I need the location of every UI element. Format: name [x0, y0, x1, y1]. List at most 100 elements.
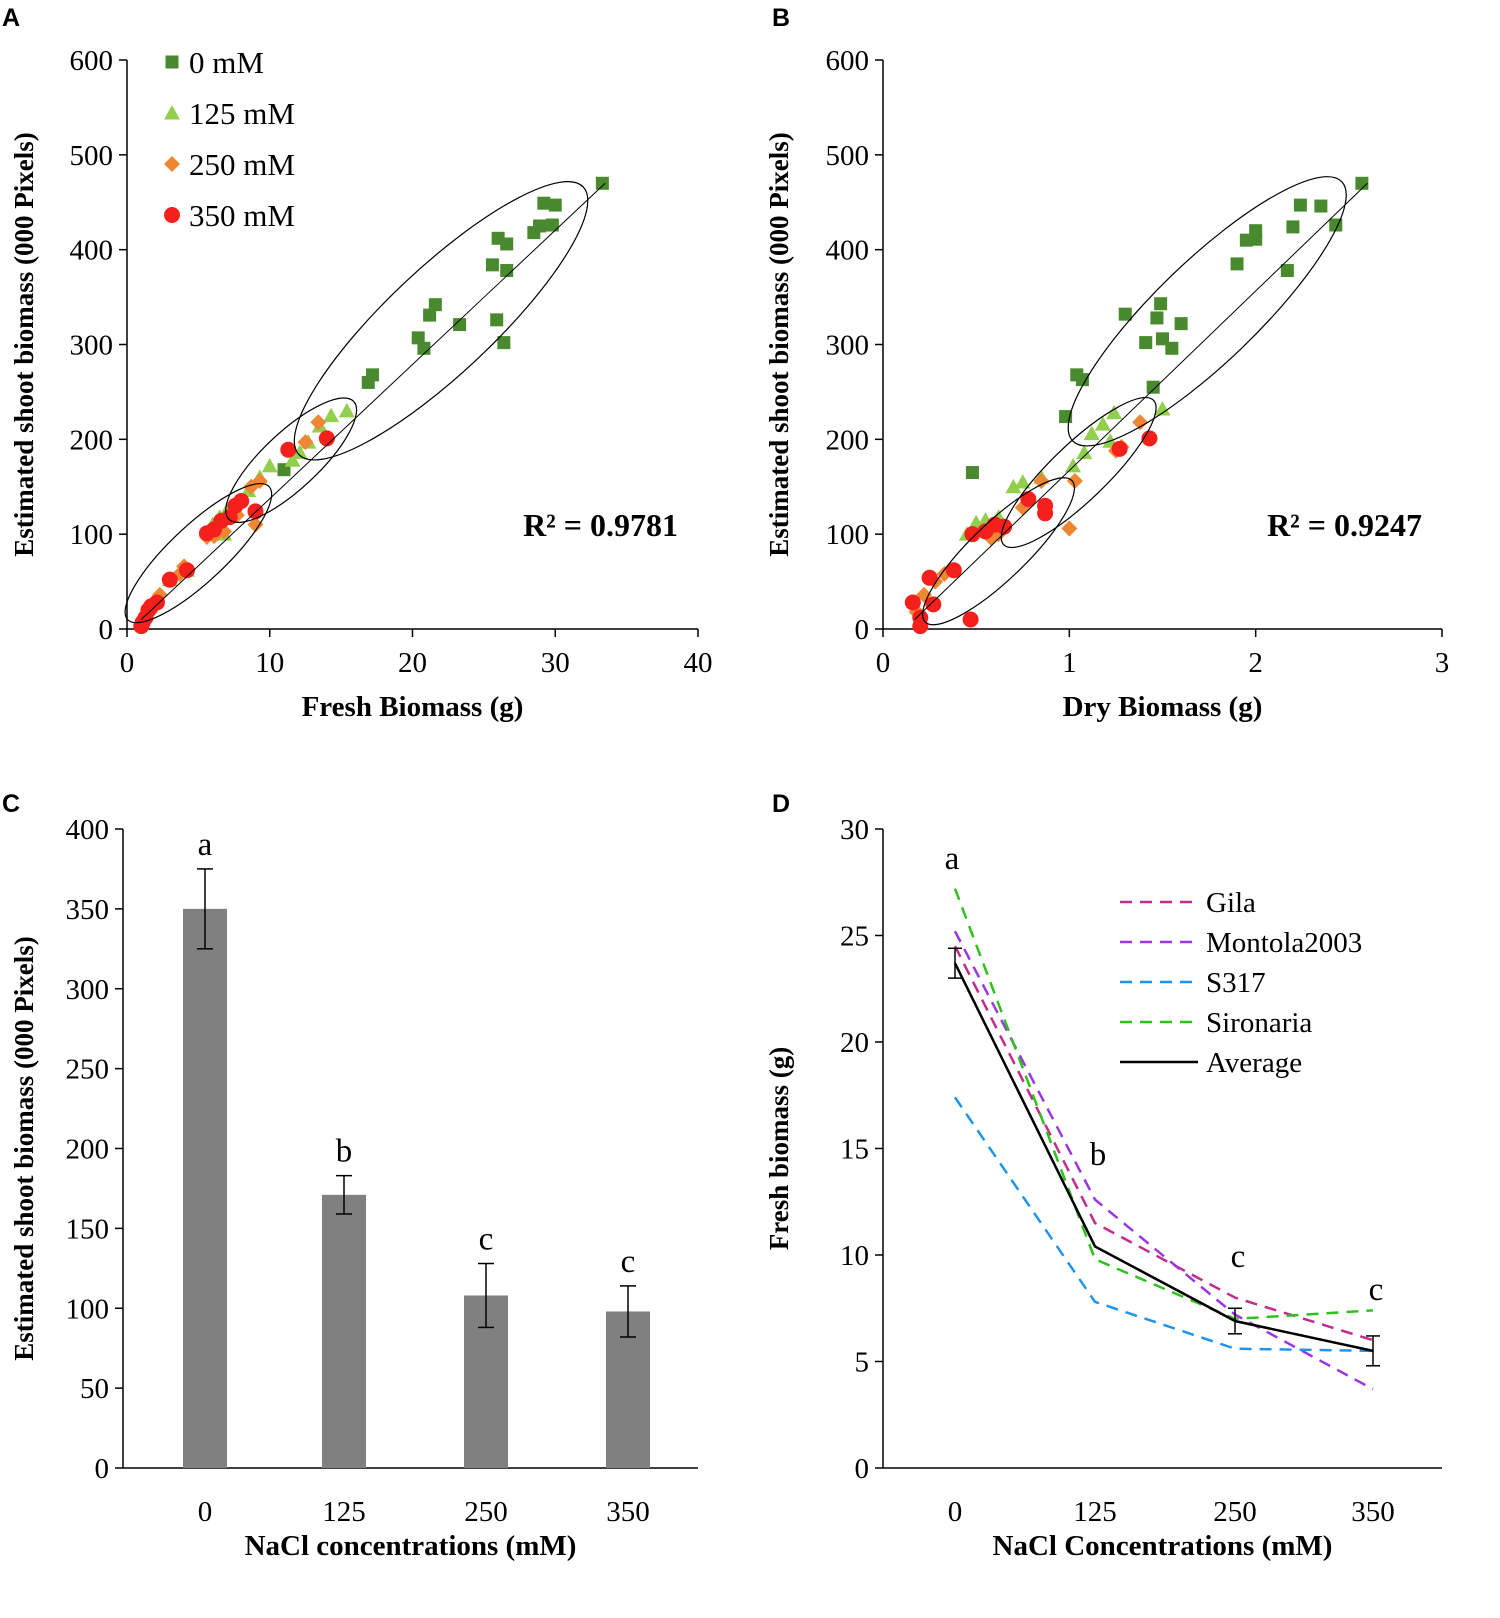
significance-letter: c	[1369, 1272, 1384, 1308]
legend-label: Gila	[1206, 887, 1256, 919]
data-point	[996, 518, 1013, 535]
panel-b-scatter-dry: 0 100 200 300 400 500 600 0 1 2 3 Estimated shoot b…	[764, 45, 1449, 723]
data-point	[247, 516, 264, 533]
data-point	[485, 258, 499, 272]
y-tick-label: 200	[66, 1134, 110, 1166]
data-point	[1005, 478, 1022, 494]
y-tick-label: 250	[66, 1054, 110, 1086]
x-tick-label: 250	[1213, 1496, 1257, 1528]
data-point	[491, 231, 505, 245]
panel-label-a: A	[2, 4, 20, 32]
data-point	[945, 562, 962, 579]
y-tick-label: 400	[66, 814, 110, 846]
x-tick-label: 10	[255, 647, 284, 679]
data-point	[965, 466, 979, 480]
y-tick-label: 600	[70, 45, 114, 77]
data-point	[548, 198, 562, 212]
data-point	[161, 571, 178, 588]
series-0-mm	[277, 176, 609, 477]
line-gila	[953, 945, 1374, 1342]
data-point	[490, 313, 504, 327]
legend-label: Montola2003	[1206, 927, 1362, 959]
x-tick-label: 125	[1073, 1496, 1117, 1528]
data-point	[500, 264, 514, 278]
x-tick-label: 350	[1351, 1496, 1395, 1528]
data-point	[291, 444, 308, 460]
legend-label: 250 mM	[189, 147, 295, 182]
y-tick-label: 300	[66, 974, 110, 1006]
y-tick-label: 0	[855, 1453, 870, 1485]
data-point	[1293, 198, 1307, 212]
data-point	[921, 569, 938, 586]
data-point	[537, 196, 551, 210]
data-point	[964, 526, 981, 543]
data-point	[962, 611, 979, 628]
cluster-ellipse	[225, 397, 358, 524]
data-point	[423, 308, 437, 322]
data-point	[1106, 404, 1123, 420]
x-tick-label: 40	[684, 647, 713, 679]
trendline	[914, 182, 1368, 620]
data-point	[904, 594, 921, 611]
y-tick-label: 500	[70, 140, 114, 172]
data-point	[1249, 232, 1263, 246]
y-axis-label: Estimated shoot biomass (000 Pixels)	[9, 936, 39, 1361]
data-point	[243, 478, 260, 495]
data-point	[912, 618, 929, 635]
legend-label: 350 mM	[189, 198, 295, 233]
significance-letter: c	[1231, 1239, 1246, 1275]
data-point	[1146, 380, 1160, 394]
legend-label: 125 mM	[189, 96, 295, 131]
data-point	[1061, 520, 1078, 537]
data-point	[453, 318, 467, 332]
y-axis-label: Estimated shoot biomass (000 Pixels)	[764, 132, 794, 557]
data-point	[545, 218, 559, 232]
data-point	[1150, 311, 1164, 325]
cluster-ellipse	[922, 477, 1075, 626]
trendline	[140, 182, 606, 620]
significance-letter: a	[198, 827, 213, 863]
x-axis-label: NaCl concentrations (mM)	[245, 1530, 577, 1562]
r-squared-annotation: R² = 0.9247	[1267, 507, 1422, 543]
panel-d-line-chart: 0 5 10 15 20 25 30 0 125 250 350 Fresh biomass (g) N…	[764, 814, 1442, 1562]
data-point	[1066, 473, 1083, 490]
y-axis-label: Fresh biomass (g)	[764, 1047, 794, 1251]
r-squared-annotation: R² = 0.9781	[523, 507, 678, 543]
bar-125	[322, 1194, 366, 1468]
y-tick-label: 20	[840, 1027, 869, 1059]
data-point	[1280, 264, 1294, 278]
data-point	[977, 523, 994, 540]
data-point	[527, 226, 541, 240]
line-s317	[953, 1096, 1374, 1353]
x-tick-label: 250	[464, 1496, 508, 1528]
panel-label-b: B	[772, 4, 790, 32]
data-point	[1118, 307, 1132, 321]
x-tick-label: 0	[198, 1496, 213, 1528]
data-point	[497, 336, 511, 350]
legend-marker	[164, 156, 180, 172]
data-point	[1065, 457, 1082, 473]
x-axis-label: NaCl Concentrations (mM)	[993, 1530, 1333, 1562]
cluster-ellipse	[1067, 176, 1347, 447]
data-point	[133, 618, 150, 635]
legend-label: S317	[1206, 967, 1266, 999]
series-0-mm	[965, 176, 1369, 480]
series-125-mm	[161, 402, 355, 587]
y-axis-label: Estimated shoot biomass (000 Pixels)	[9, 132, 39, 557]
cluster-ellipse	[293, 181, 589, 461]
legend-marker	[164, 207, 180, 223]
data-point	[1314, 199, 1328, 213]
data-point	[1174, 317, 1188, 331]
data-point	[1154, 400, 1171, 416]
y-tick-label: 5	[855, 1347, 870, 1379]
data-point	[198, 525, 215, 542]
x-tick-label: 3	[1435, 647, 1450, 679]
y-tick-label: 600	[826, 45, 870, 77]
significance-letter: c	[621, 1244, 636, 1280]
data-point	[595, 176, 609, 190]
x-axis-label: Fresh Biomass (g)	[302, 691, 524, 723]
significance-letter: a	[945, 841, 960, 877]
data-point	[428, 298, 442, 312]
series-350-mm	[904, 430, 1158, 635]
data-point	[297, 434, 314, 451]
